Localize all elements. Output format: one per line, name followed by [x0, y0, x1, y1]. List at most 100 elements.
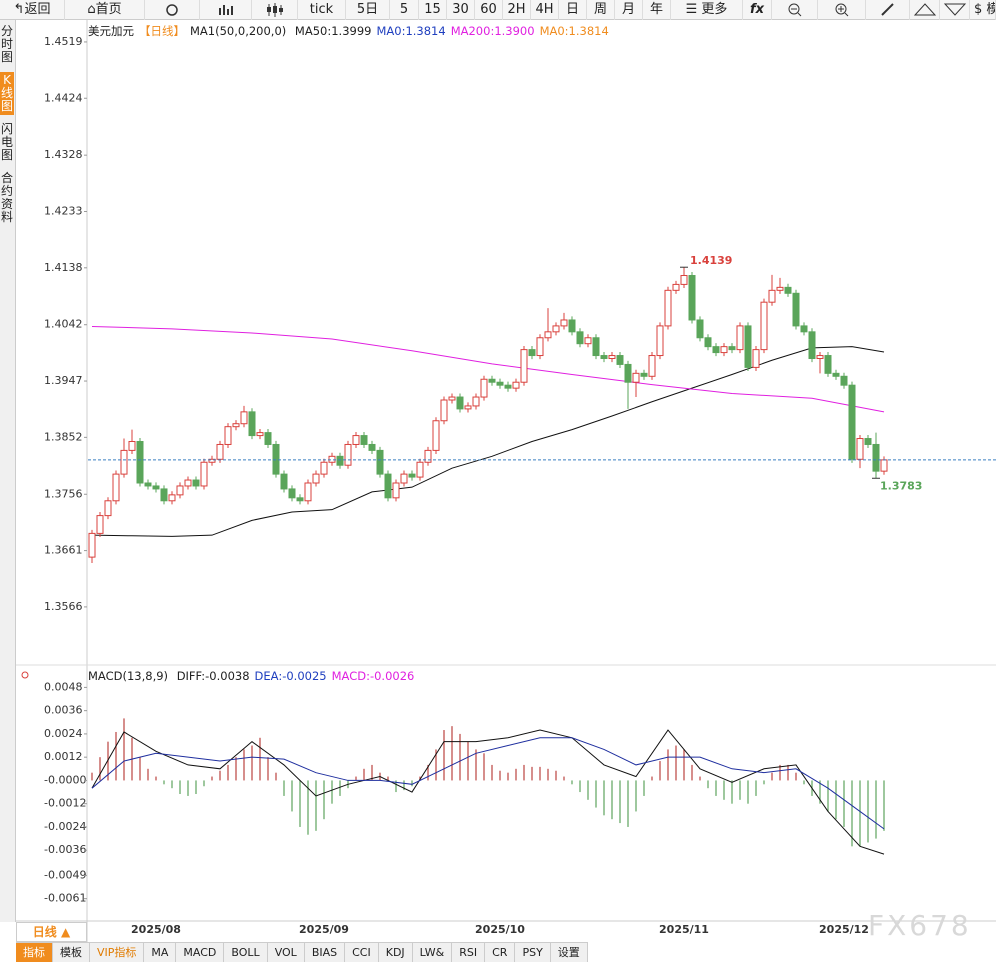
- currency-button[interactable]: $ 模: [970, 0, 996, 20]
- indicator-tab[interactable]: VIP指标: [90, 943, 145, 962]
- indicator-tab[interactable]: CCI: [345, 943, 379, 962]
- indicator-tab[interactable]: CR: [485, 943, 516, 962]
- indicator-tab[interactable]: KDJ: [379, 943, 413, 962]
- y-tick-label: 1.4138: [44, 261, 83, 274]
- indicator-tab[interactable]: LW&: [413, 943, 453, 962]
- period-button[interactable]: 30: [447, 0, 475, 20]
- candle-body: [408, 473, 416, 478]
- icon: [788, 3, 802, 17]
- side-tab[interactable]: K线图: [0, 72, 14, 115]
- candle-body: [344, 443, 352, 466]
- y-tick-label: -0.0000: [44, 773, 86, 786]
- indicator-tab[interactable]: 设置: [551, 943, 588, 962]
- y-tick-label: 1.4328: [44, 148, 83, 161]
- legend-entry: DIFF:-0.0038: [176, 669, 250, 683]
- x-tick-label: 2025/09: [299, 923, 349, 936]
- y-tick-label: 1.3661: [44, 544, 83, 557]
- more-button[interactable]: ☰ 更多: [671, 0, 743, 20]
- x-tick-label: 2025/11: [659, 923, 709, 936]
- candle-body: [824, 355, 832, 374]
- side-tab[interactable]: 闪电图: [0, 122, 13, 162]
- candle-body: [392, 482, 400, 499]
- period-button[interactable]: 5日: [346, 0, 390, 20]
- indicator-tab[interactable]: RSI: [452, 943, 486, 962]
- legend-entry: DEA:-0.0025: [254, 669, 327, 683]
- up-button[interactable]: [910, 0, 940, 20]
- side-tab[interactable]: 合约资料: [0, 171, 13, 224]
- y-tick-label: 0.0012: [44, 750, 83, 763]
- chart-type-button[interactable]: [200, 0, 252, 20]
- candle-body: [360, 435, 368, 445]
- icon: [943, 3, 967, 16]
- down-button[interactable]: [940, 0, 970, 20]
- candle-body: [200, 461, 208, 487]
- period-button[interactable]: 年: [643, 0, 671, 20]
- candle-body: [664, 289, 672, 327]
- candle-body: [320, 461, 328, 475]
- period-button[interactable]: 4H: [531, 0, 559, 20]
- period-button[interactable]: 15: [419, 0, 447, 20]
- period-button[interactable]: 日线 ▲: [16, 922, 87, 942]
- zoom-out-button[interactable]: [772, 0, 818, 20]
- legend-entry: MA50:1.3999: [294, 24, 372, 38]
- candle-body: [808, 331, 816, 360]
- candle-body: [120, 449, 128, 475]
- y-tick-label: 1.4042: [44, 318, 83, 331]
- period-button[interactable]: 5: [390, 0, 419, 20]
- indicator-tab[interactable]: 模板: [53, 943, 90, 962]
- label: 返回: [24, 2, 51, 17]
- fx-button[interactable]: fx: [743, 0, 772, 20]
- candle-body: [672, 283, 680, 291]
- indicator-tab[interactable]: MACD: [176, 943, 225, 962]
- indicator-tab[interactable]: PSY: [515, 943, 551, 962]
- indicator-tab[interactable]: BIAS: [305, 943, 346, 962]
- y-tick-label: 1.3756: [44, 487, 83, 500]
- period-button[interactable]: 月: [615, 0, 643, 20]
- x-tick-label: 2025/08: [131, 923, 181, 936]
- candle-body: [624, 363, 632, 383]
- candle-body: [544, 331, 552, 339]
- candle-button[interactable]: [252, 0, 298, 20]
- period-button[interactable]: 日: [559, 0, 587, 20]
- price-legend: 美元加元 【日线】 MA1(50,0,200,0) MA50:1.3999 MA0:1…: [88, 23, 614, 39]
- back-button[interactable]: ↰返回: [0, 0, 65, 20]
- indicator-tab[interactable]: VOL: [268, 943, 305, 962]
- y-tick-label: 0.0036: [44, 704, 83, 717]
- candle-body: [744, 325, 752, 368]
- period-button[interactable]: 周: [587, 0, 615, 20]
- tick-button[interactable]: tick: [298, 0, 346, 20]
- icon: [166, 4, 178, 16]
- candle-body: [736, 325, 744, 351]
- side-tab[interactable]: 分时图: [0, 24, 13, 64]
- macd-legend: MACD(13,8,9) DIFF:-0.0038 DEA:-0.0025 MACD…: [88, 669, 419, 683]
- icon: [881, 3, 894, 16]
- candle-body: [832, 372, 840, 377]
- y-tick-label: -0.0061: [44, 892, 86, 905]
- draw-button[interactable]: [866, 0, 910, 20]
- x-tick-label: 2025/10: [475, 923, 525, 936]
- period-button[interactable]: 2H: [503, 0, 531, 20]
- home-button[interactable]: ⌂首页: [65, 0, 145, 20]
- candle-body: [448, 396, 456, 401]
- candle-body: [528, 349, 536, 357]
- indicator-tab[interactable]: 指标: [16, 943, 53, 962]
- legend-entry: MACD:-0.0026: [331, 669, 415, 683]
- y-tick-label: 1.4519: [44, 35, 83, 48]
- refresh-button[interactable]: [145, 0, 200, 20]
- indicator-tab[interactable]: MA: [144, 943, 177, 962]
- instrument-name: 美元加元: [88, 24, 134, 38]
- candle-body: [456, 396, 464, 410]
- candle-body: [504, 384, 512, 389]
- candle-body: [424, 449, 432, 463]
- candle-body: [688, 275, 696, 321]
- settings-icon[interactable]: [21, 671, 29, 679]
- indicator-tab[interactable]: BOLL: [224, 943, 268, 962]
- candle-body: [480, 378, 488, 398]
- zoom-in-button[interactable]: [818, 0, 866, 20]
- candle-body: [440, 399, 448, 422]
- candle-body: [856, 438, 864, 460]
- candle-body: [512, 381, 520, 389]
- candle-body: [376, 449, 384, 475]
- period-button[interactable]: 60: [475, 0, 503, 20]
